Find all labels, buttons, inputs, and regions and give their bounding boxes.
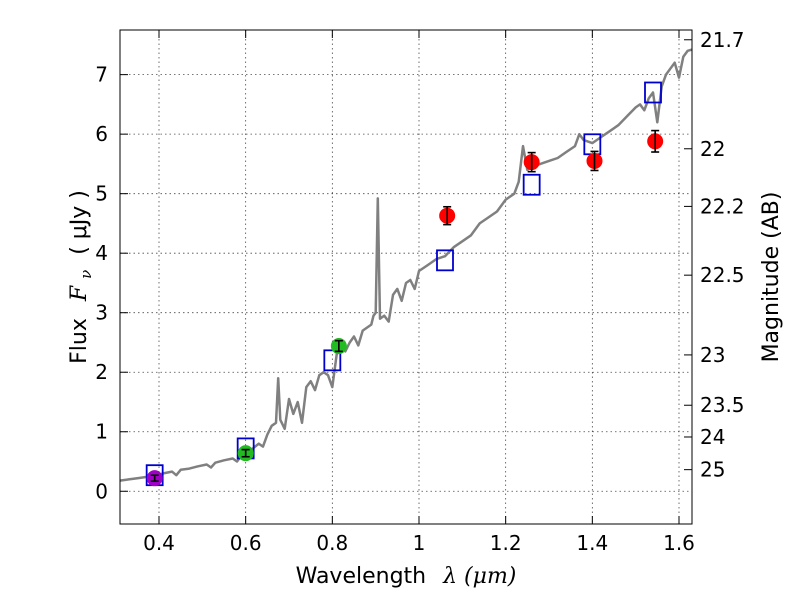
y-tick-label: 3 (95, 301, 108, 325)
y-axis-title: Flux F ν ( μJy ) (67, 190, 97, 364)
x-tick-label: 0.8 (316, 531, 348, 555)
y-axis-title-subscript: ν (77, 270, 95, 279)
grid (120, 30, 692, 524)
x-tick-label: 0.6 (230, 531, 262, 555)
x-axis-title-math: λ (μm) (442, 564, 516, 589)
x-axis-title-prefix: Wavelength (296, 564, 427, 589)
x-axis-title: Wavelength λ (μm) (296, 564, 517, 589)
y2-tick-label: 22.2 (700, 194, 745, 218)
ticks: 0.4 0.6 0.8 1 1.2 1.4 1.60123456721.72222.222.… (95, 28, 744, 555)
y-tick-label: 7 (95, 63, 108, 87)
y-tick-label: 0 (95, 479, 108, 503)
y-axis-title-unit: ( μJy ) (67, 190, 92, 255)
y2-tick-label: 23 (700, 343, 725, 367)
y2-tick-label: 21.7 (700, 28, 745, 52)
y2-tick-label: 25 (700, 458, 725, 482)
y-tick-label: 5 (95, 182, 108, 206)
y-tick-label: 2 (95, 360, 108, 384)
plot-frame (119, 29, 693, 525)
spectrum-line (119, 48, 693, 482)
y2-tick-label: 23.5 (700, 393, 745, 417)
y2-axis-title: Magnitude (AB) (759, 192, 784, 363)
x-tick-label: 1 (413, 531, 426, 555)
model-photometry-square (436, 249, 454, 272)
y-tick-label: 6 (95, 122, 108, 146)
y2-tick-label: 22 (700, 137, 725, 161)
y-axis-title-symbol: F (67, 285, 92, 302)
x-tick-label: 1.6 (663, 531, 695, 555)
x-tick-label: 0.4 (143, 531, 175, 555)
x-tick-label: 1.2 (490, 531, 522, 555)
y2-tick-label: 22.5 (700, 263, 745, 287)
model-photometry-square (644, 81, 662, 104)
plot-series (119, 48, 693, 487)
y-tick-label: 4 (95, 241, 108, 265)
y-axis-title-prefix: Flux (67, 318, 92, 364)
y-tick-label: 1 (95, 420, 108, 444)
y2-tick-label: 24 (700, 425, 725, 449)
x-tick-label: 1.4 (576, 531, 608, 555)
model-photometry-square (522, 173, 541, 196)
